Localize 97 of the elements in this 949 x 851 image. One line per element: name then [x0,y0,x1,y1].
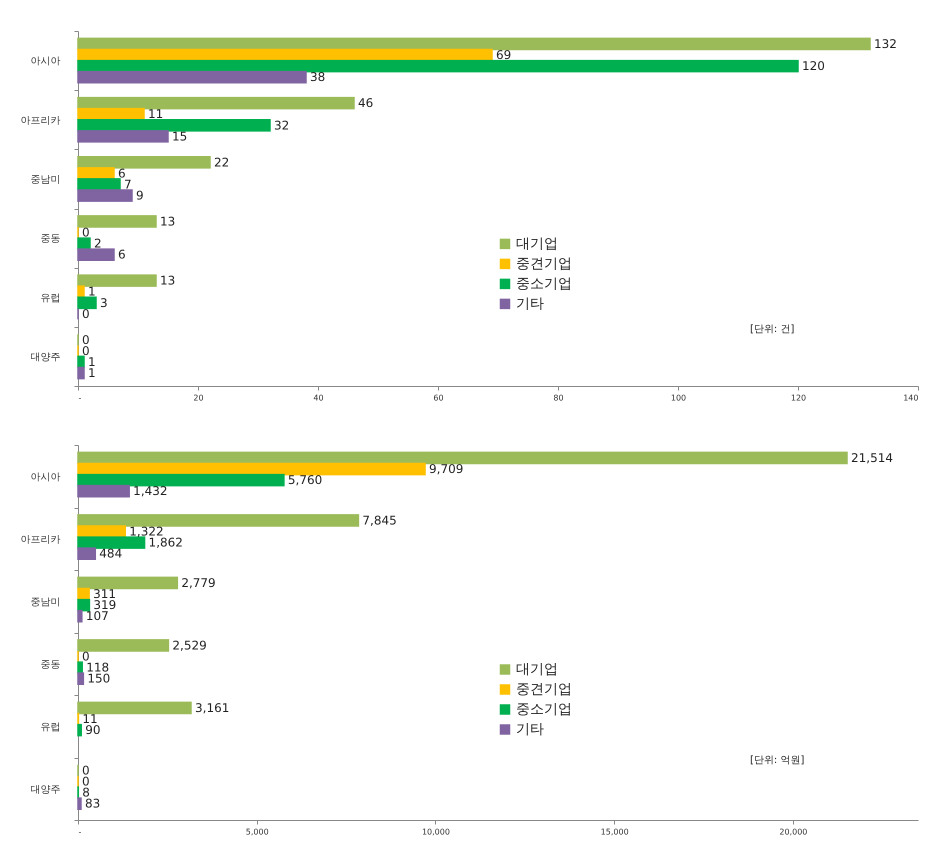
data-label: 9 [136,188,144,203]
x-tick-label: 40 [313,394,324,402]
legend-label: 기타 [516,296,544,312]
data-label: 13 [160,214,176,228]
bar [77,60,799,72]
bar [77,119,271,132]
x-tick-label: - [78,828,82,836]
data-label: 0 [82,306,90,321]
data-label: 69 [496,48,512,62]
data-label: 46 [358,96,374,110]
data-label: 0 [82,763,90,778]
data-label: 7 [124,177,132,192]
y-tick-label: 대양주 [30,352,60,363]
x-tick-label: 60 [433,394,444,402]
bar [77,356,85,368]
data-label: 5,760 [288,473,322,488]
data-label: 22 [214,155,230,170]
annotation: [단위: 억원] [750,755,804,766]
bar [77,547,96,560]
y-tick-label: 아프리카 [20,534,60,546]
bar [77,189,133,202]
data-label: 1 [88,284,96,299]
bar [77,96,355,110]
data-label: 15 [172,129,188,144]
bar [77,130,169,143]
bar [77,296,97,310]
bar [77,248,115,261]
data-label: 2 [94,236,102,251]
data-label: 1,432 [133,484,168,498]
x-tick-label: - [78,394,82,402]
data-label: 32 [274,118,290,132]
data-label: 120 [802,59,825,74]
bar [77,576,178,590]
y-tick-label: 중남미 [30,174,60,186]
bar [77,215,157,228]
data-label: 3 [100,296,108,310]
data-label: 7,845 [362,513,397,528]
legend-label: 중소기업 [516,276,572,292]
y-tick-label: 대양주 [30,784,60,796]
bar [77,724,82,736]
x-tick-label: 5,000 [246,828,269,836]
bar [77,610,83,622]
data-label: 132 [874,36,897,51]
bar [77,598,90,612]
x-tick-label: 15,000 [600,828,629,836]
bar [77,474,285,486]
bar [77,484,130,498]
y-tick-label: 중남미 [30,596,60,608]
y-tick-label: 중동 [40,659,60,670]
data-label: 1 [88,366,96,380]
data-label: 484 [99,546,122,561]
x-tick-label: 140 [903,394,918,402]
legend-label: 중견기업 [516,682,572,698]
data-label: 38 [310,70,326,84]
bar [77,366,85,380]
data-label: 9,709 [429,462,464,476]
data-label: 2,529 [172,638,207,652]
y-tick-label: 중동 [40,234,60,245]
bar [77,797,82,810]
data-label: 6 [118,248,126,262]
data-label: 2,779 [181,576,216,590]
bar [77,452,848,464]
legend-label: 대기업 [516,662,558,678]
legend-label: 중소기업 [516,702,572,718]
annotation: [단위: 건] [750,324,794,336]
legend-label: 기타 [516,722,544,738]
bar [77,462,426,476]
x-tick-label: 20 [193,394,204,402]
data-label: 0 [82,226,90,240]
bar [77,285,85,298]
x-tick-label: 80 [553,394,564,402]
bar [77,38,871,50]
bar [77,536,146,549]
data-label: 6 [118,166,126,180]
bar [77,514,360,527]
x-tick-label: 120 [790,394,806,402]
x-tick-label: 10,000 [422,828,450,836]
data-label: 21,514 [851,450,894,465]
legend-label: 중견기업 [516,256,572,272]
bar [77,702,192,714]
data-label: 3,161 [194,700,230,715]
y-tick-label: 아프리카 [20,115,60,126]
y-tick-label: 유럽 [40,292,60,304]
bar [77,274,157,287]
x-tick-label: 100 [670,394,686,402]
legend-label: 대기업 [516,236,558,252]
data-label: 11 [148,107,164,122]
y-tick-label: 아시아 [30,56,60,68]
bar [77,156,211,169]
bar [77,672,84,685]
data-label: 13 [160,274,176,288]
bar [77,639,170,652]
x-tick-label: 20,000 [779,828,808,836]
y-tick-label: 유럽 [40,722,60,733]
bar [77,70,307,84]
data-label: 1 [88,354,96,369]
y-tick-label: 아시아 [30,472,60,483]
